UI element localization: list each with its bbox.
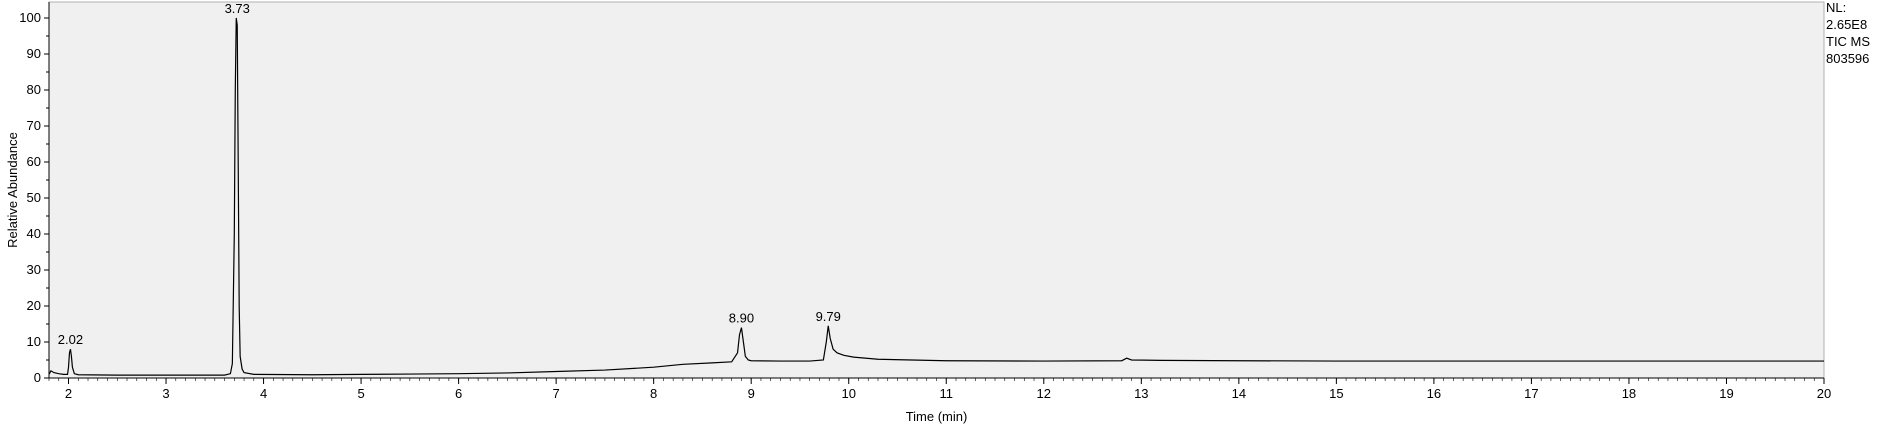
x-tick-label: 19 bbox=[1719, 386, 1733, 401]
x-tick-label: 6 bbox=[455, 386, 462, 401]
y-tick-label: 60 bbox=[27, 154, 41, 169]
y-tick-label: 90 bbox=[27, 46, 41, 61]
info-line-value: 2.65E8 bbox=[1826, 17, 1867, 32]
info-line-nl: NL: bbox=[1826, 0, 1846, 15]
x-tick-label: 20 bbox=[1817, 386, 1831, 401]
x-tick-label: 10 bbox=[841, 386, 855, 401]
x-tick-label: 7 bbox=[553, 386, 560, 401]
y-tick-label: 50 bbox=[27, 190, 41, 205]
y-tick-label: 70 bbox=[27, 118, 41, 133]
y-tick-label: 100 bbox=[19, 10, 41, 25]
peak-label: 2.02 bbox=[58, 332, 83, 347]
plot-area bbox=[48, 1, 1825, 379]
peak-label: 3.73 bbox=[225, 1, 250, 16]
x-tick-label: 15 bbox=[1329, 386, 1343, 401]
y-tick-label: 30 bbox=[27, 262, 41, 277]
y-tick-label: 0 bbox=[34, 370, 41, 385]
x-tick-label: 17 bbox=[1524, 386, 1538, 401]
x-tick-label: 2 bbox=[65, 386, 72, 401]
x-tick-label: 13 bbox=[1134, 386, 1148, 401]
y-tick-label: 10 bbox=[27, 334, 41, 349]
normalization-info: NL: 2.65E8 TIC MS 803596 bbox=[1826, 0, 1870, 66]
x-tick-label: 4 bbox=[260, 386, 267, 401]
y-axis-title: Relative Abundance bbox=[5, 132, 20, 248]
x-tick-label: 8 bbox=[650, 386, 657, 401]
y-tick-label: 40 bbox=[27, 226, 41, 241]
peak-labels: 2.02 3.73 8.90 9.79 bbox=[58, 1, 841, 347]
x-tick-label: 12 bbox=[1037, 386, 1051, 401]
x-tick-label: 3 bbox=[162, 386, 169, 401]
x-tick-label: 14 bbox=[1232, 386, 1246, 401]
y-tick-label: 20 bbox=[27, 298, 41, 313]
x-tick-label: 16 bbox=[1427, 386, 1441, 401]
x-axis-ticks: 2 3 4 5 6 7 8 9 10 11 12 13 14 15 16 17 18 19 20 bbox=[48, 378, 1831, 401]
x-axis-title: Time (min) bbox=[906, 409, 968, 424]
peak-label: 9.79 bbox=[816, 309, 841, 324]
x-tick-label: 18 bbox=[1622, 386, 1636, 401]
x-tick-label: 9 bbox=[748, 386, 755, 401]
y-axis-ticks: 0 10 20 30 40 50 60 70 80 90 100 bbox=[19, 10, 49, 385]
x-tick-label: 11 bbox=[940, 386, 954, 401]
x-tick-label: 5 bbox=[357, 386, 364, 401]
y-tick-label: 80 bbox=[27, 82, 41, 97]
tic-trace bbox=[48, 17, 1824, 376]
peak-label: 8.90 bbox=[729, 311, 754, 326]
info-line-scan-type: TIC MS bbox=[1826, 34, 1870, 49]
info-line-file-id: 803596 bbox=[1826, 51, 1869, 66]
